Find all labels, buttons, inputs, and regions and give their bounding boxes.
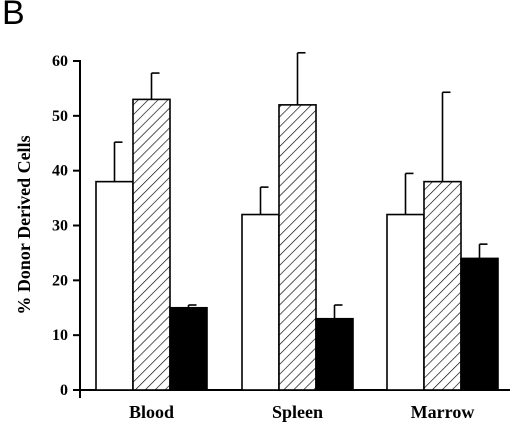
x-category-label: Blood bbox=[129, 402, 174, 422]
bar-blood-white bbox=[95, 180, 134, 391]
y-ticks: 0 10 20 30 40 50 60 bbox=[52, 53, 80, 399]
bar-spleen-white bbox=[241, 213, 280, 391]
panel-label: B bbox=[2, 0, 25, 32]
y-tick-label: 10 bbox=[52, 327, 68, 344]
bar-marrow-white bbox=[386, 213, 425, 391]
x-categories: Blood Spleen Marrow bbox=[129, 402, 474, 422]
y-tick-label: 30 bbox=[52, 218, 68, 235]
bar-spleen-hatched bbox=[278, 104, 317, 391]
bars bbox=[95, 98, 499, 391]
error-bars bbox=[113, 51, 488, 319]
y-tick-label: 40 bbox=[52, 163, 68, 180]
bar-marrow-black bbox=[460, 257, 499, 391]
bar-marrow-hatched bbox=[423, 180, 462, 391]
x-category-label: Spleen bbox=[272, 402, 323, 422]
y-tick-label: 20 bbox=[52, 272, 68, 289]
y-axis-label: % Donor Derived Cells bbox=[14, 135, 34, 314]
bar-blood-hatched bbox=[132, 98, 171, 391]
y-tick-label: 50 bbox=[52, 108, 68, 125]
x-category-label: Marrow bbox=[411, 402, 475, 422]
y-tick-label: 0 bbox=[60, 382, 68, 399]
bar-blood-black bbox=[169, 306, 208, 391]
bar-spleen-black bbox=[315, 317, 354, 391]
y-tick-label: 60 bbox=[52, 53, 68, 70]
